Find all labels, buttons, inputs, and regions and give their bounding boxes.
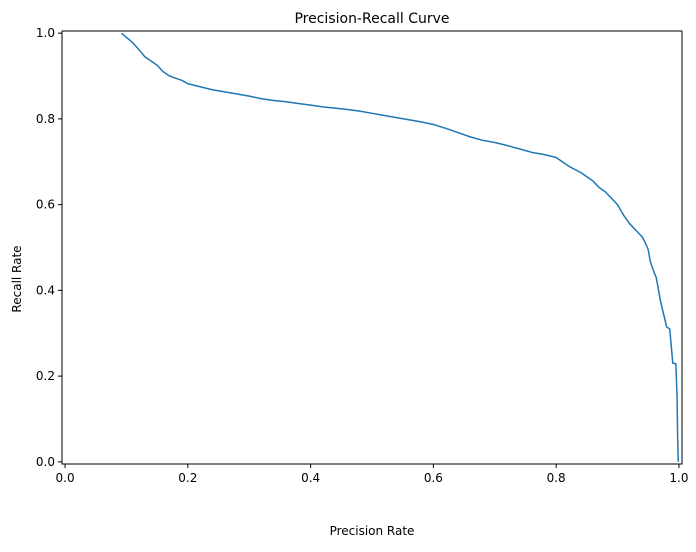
y-axis-label: Recall Rate (10, 245, 24, 312)
x-axis: 0.0 0.2 0.4 0.6 0.8 1.0 (56, 464, 688, 485)
y-tick-label: 0.0 (36, 455, 55, 469)
plot-frame (61, 30, 683, 465)
x-tick-label: 1.0 (669, 471, 688, 485)
y-tick-label: 1.0 (36, 26, 55, 40)
y-tick-label: 0.4 (36, 283, 55, 297)
x-tick-label: 0.8 (547, 471, 566, 485)
y-tick-label: 0.6 (36, 198, 55, 212)
y-axis: 0.0 0.2 0.4 0.6 0.8 1.0 (36, 26, 62, 469)
chart-title: Precision-Recall Curve (294, 11, 449, 27)
pr-curve-line (121, 32, 680, 462)
x-tick-label: 0.2 (178, 471, 197, 485)
x-axis-label: Precision Rate (330, 524, 415, 538)
plot-area (121, 32, 680, 462)
y-tick-label: 0.8 (36, 112, 55, 126)
x-tick-label: 0.0 (56, 471, 75, 485)
x-tick-label: 0.4 (301, 471, 320, 485)
x-tick-label: 0.6 (424, 471, 443, 485)
y-tick-label: 0.2 (36, 369, 55, 383)
